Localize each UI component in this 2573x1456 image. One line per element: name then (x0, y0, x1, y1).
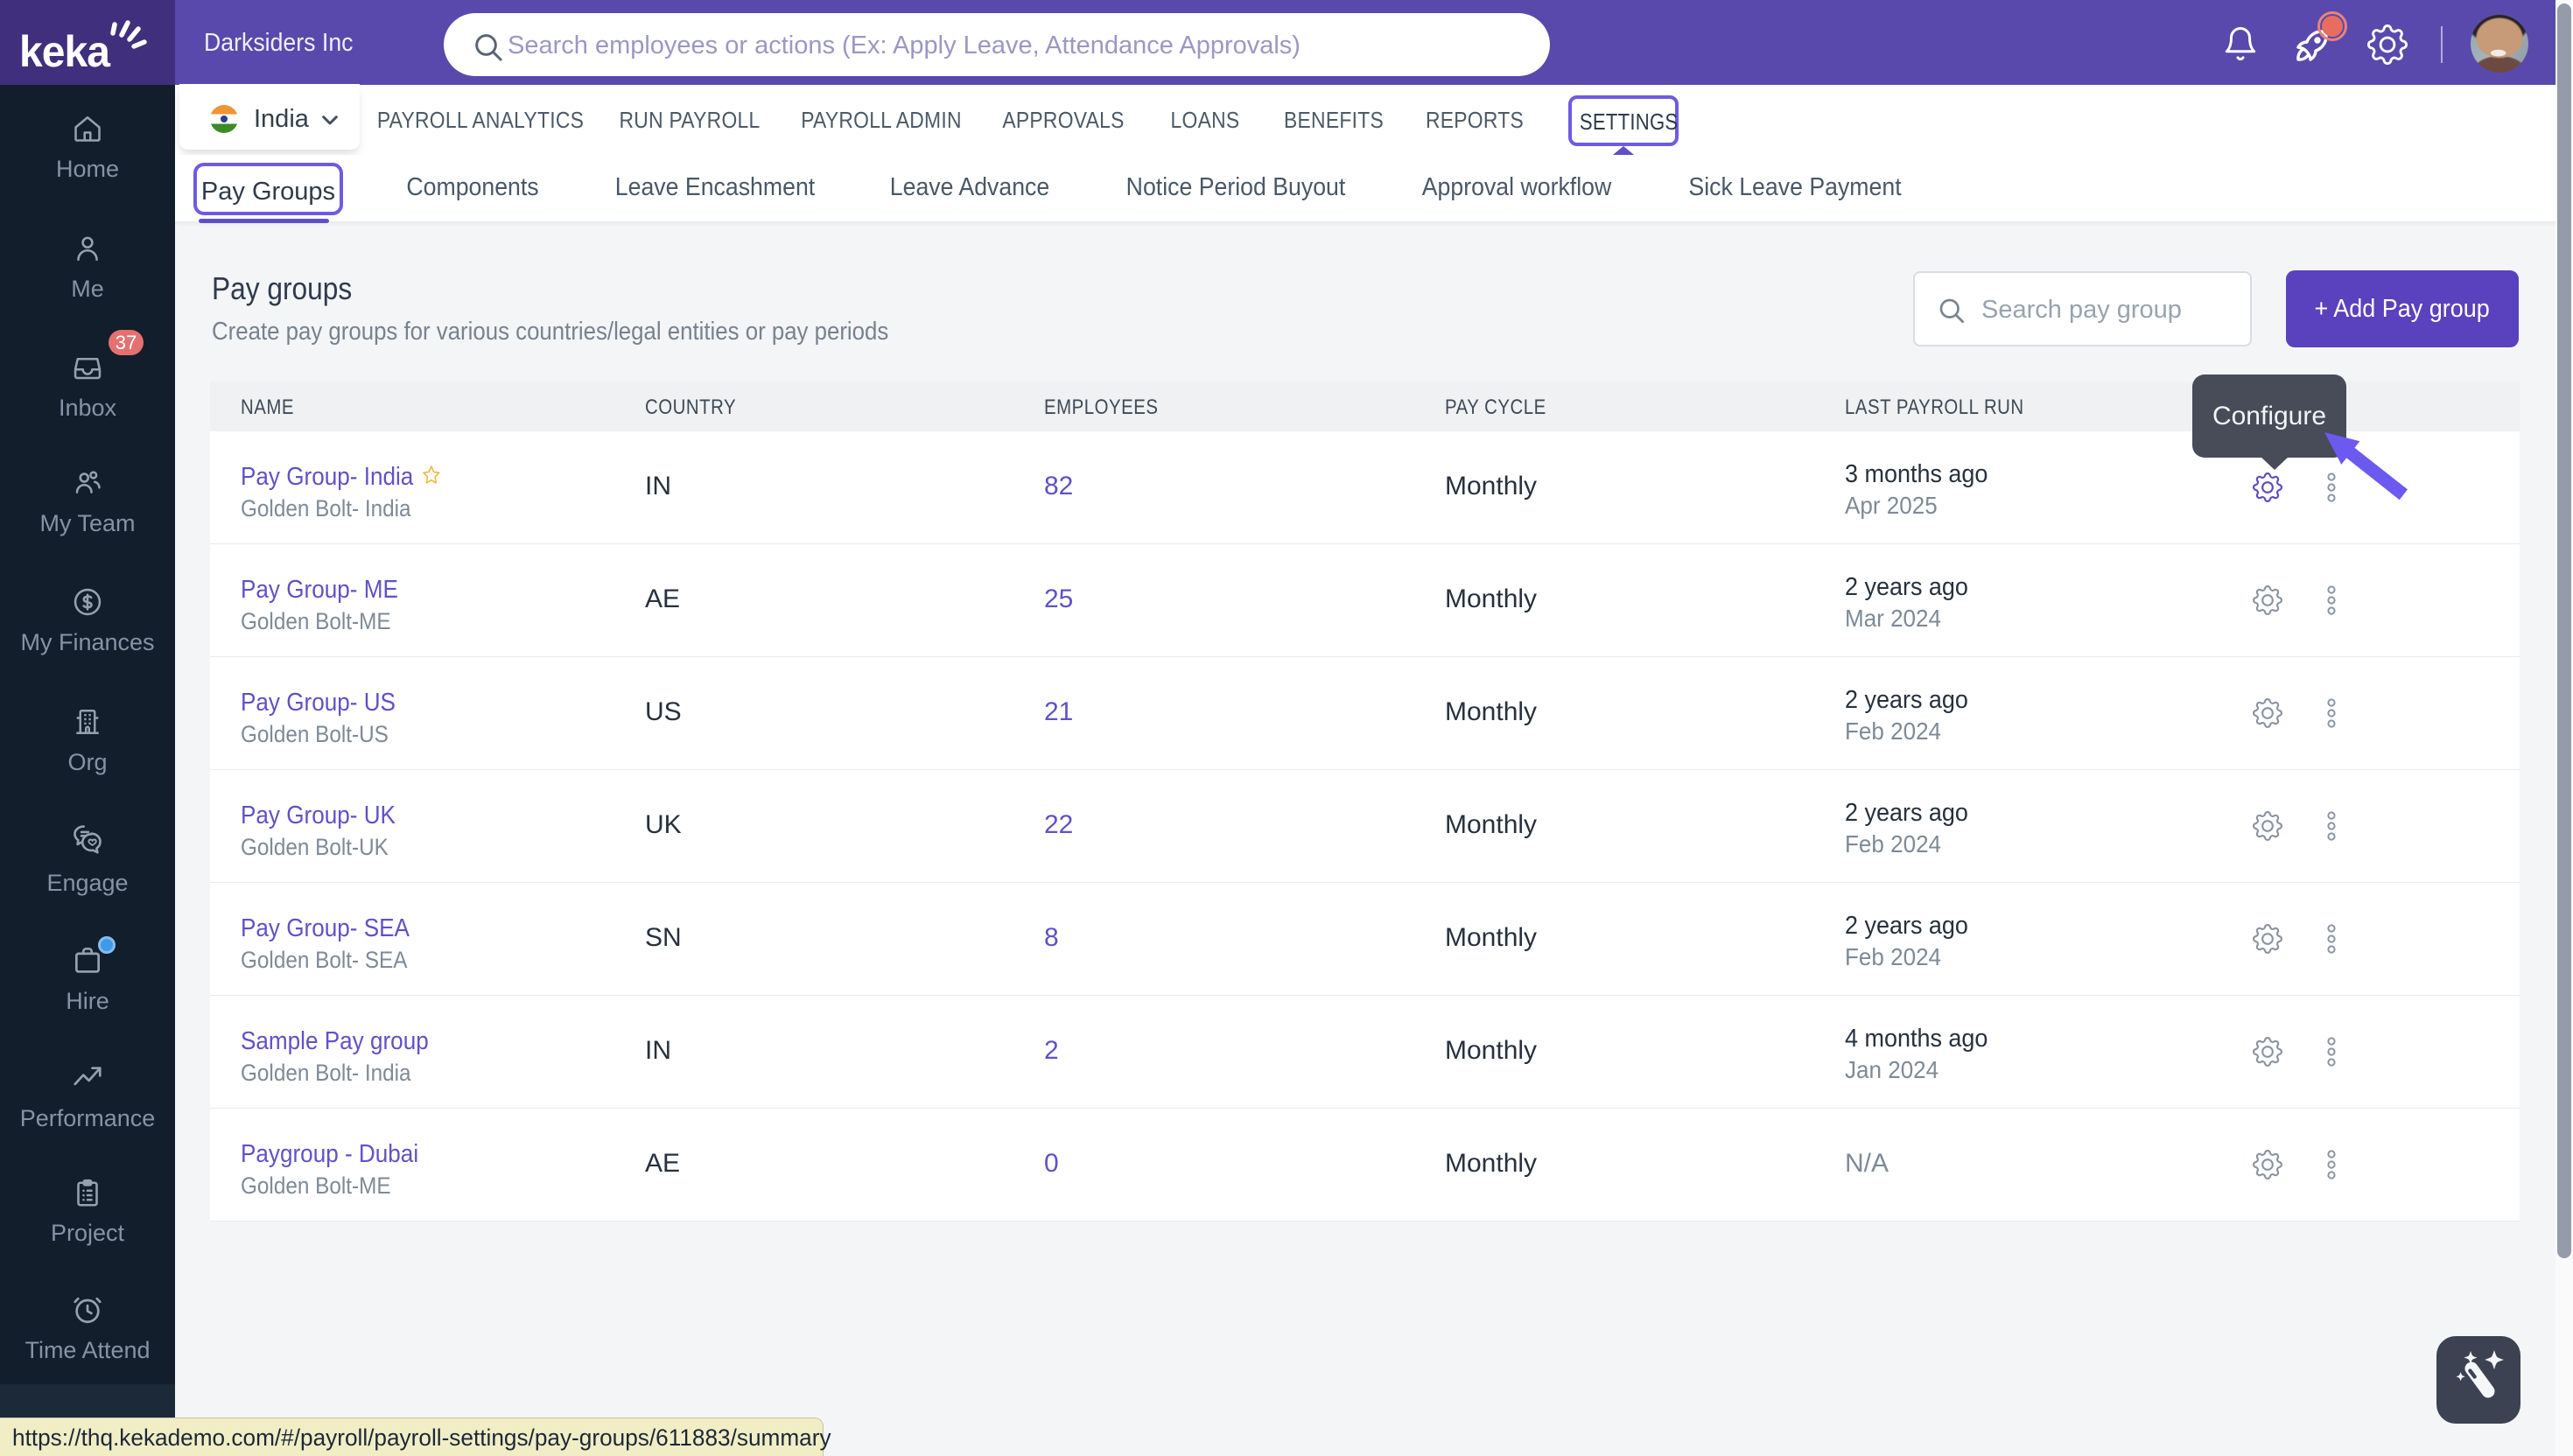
svg-text:keka: keka (19, 28, 111, 76)
